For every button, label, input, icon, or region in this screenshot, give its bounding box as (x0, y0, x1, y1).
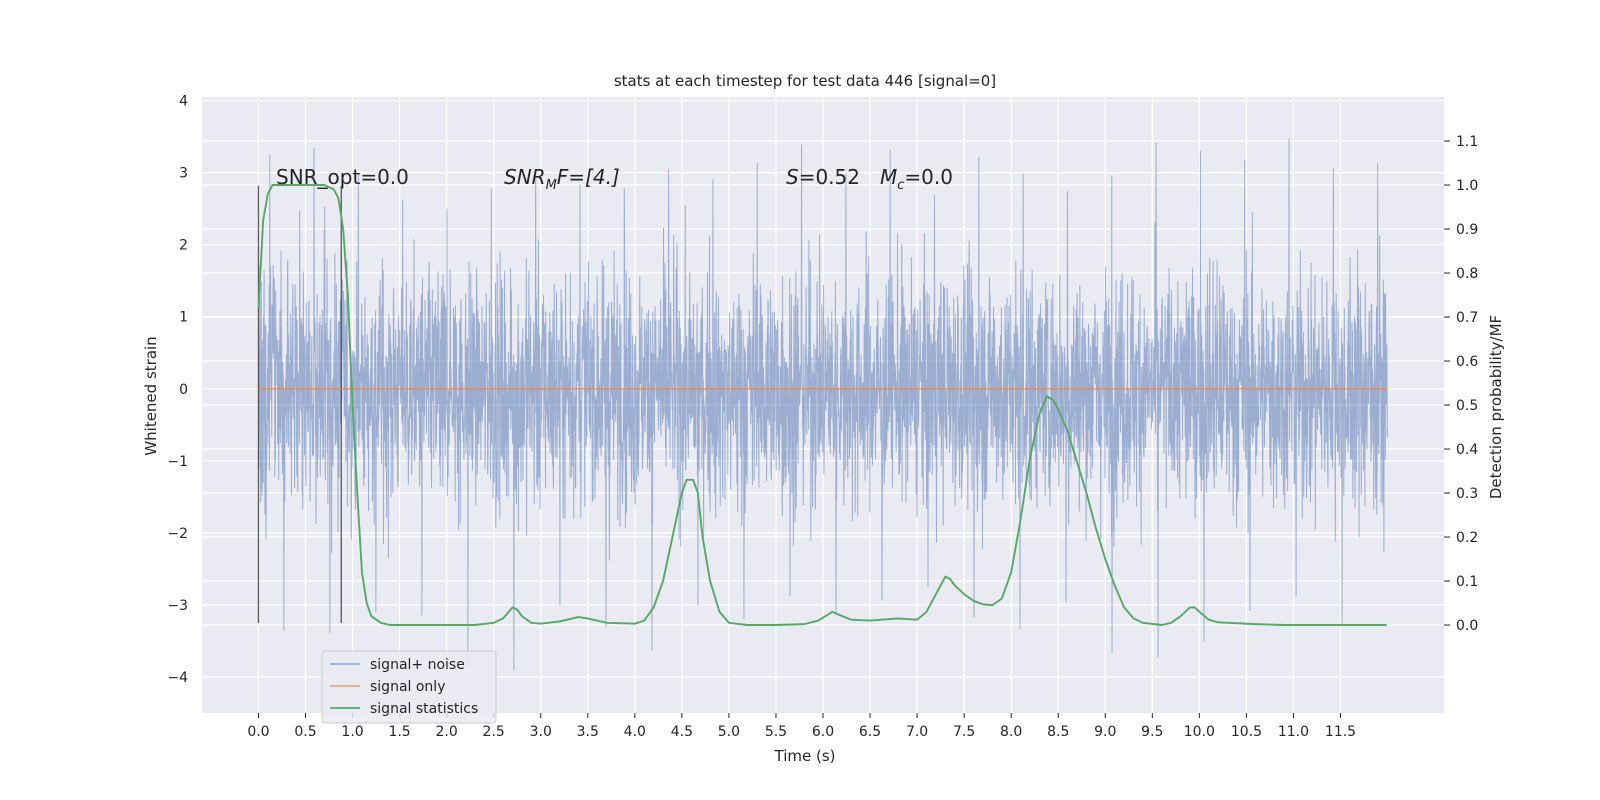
y-right-tick-label: 0.2 (1456, 530, 1478, 546)
x-tick-label: 4.0 (624, 724, 646, 740)
y-left-tick-label: −2 (167, 526, 188, 542)
y-right-axis-label: Detection probability/MF (1487, 315, 1505, 499)
y-right-tick-label: 0.7 (1456, 310, 1478, 326)
y-right-tick-label: 1.1 (1456, 134, 1478, 150)
y-right-tick-label: 0.5 (1456, 398, 1478, 414)
x-tick-label: 8.5 (1047, 724, 1069, 740)
signal-noise-line (257, 138, 1389, 671)
y-left-axis-ticks: −4 −3 −2 −1 0 1 2 3 4 (167, 94, 188, 686)
signal-statistics-line (257, 184, 1387, 626)
y-right-tick-label: 0.8 (1456, 266, 1478, 282)
x-tick-label: 9.5 (1141, 724, 1163, 740)
y-left-tick-label: 2 (179, 238, 188, 254)
y-left-axis-label: Whitened strain (142, 336, 160, 455)
y-right-tick-label: 0.1 (1456, 574, 1478, 590)
annotation-snr-opt: SNR_opt=0.0 (276, 165, 409, 189)
x-tick-label: 5.5 (765, 724, 787, 740)
y-left-tick-label: −3 (167, 598, 188, 614)
legend-label-signal-noise: signal+ noise (370, 657, 465, 673)
x-axis-label: Time (s) (774, 747, 836, 765)
y-right-tick-label: 0.0 (1456, 618, 1478, 634)
legend: signal+ noise signal only signal statist… (321, 650, 497, 724)
chart-title: stats at each timestep for test data 446… (614, 72, 996, 90)
x-tick-label: 7.0 (906, 724, 928, 740)
x-tick-label: 9.0 (1094, 724, 1116, 740)
x-tick-label: 0.0 (247, 724, 269, 740)
x-tick-label: 11.5 (1325, 724, 1356, 740)
annotation-mc: Mc=0.0 (880, 165, 953, 193)
series-signal-statistics (257, 184, 1387, 626)
series-signal-noise (257, 138, 1389, 671)
x-tick-label: 8.0 (1000, 724, 1022, 740)
annotation-snr-mf: SNRMF=[4.] (504, 165, 620, 193)
x-axis-ticks: 0.0 0.5 1.0 1.5 2.0 2.5 3.0 3.5 4.0 4.5 5.0 5.5 6.0 6… (247, 713, 1356, 740)
y-right-axis-ticks: 0.0 0.1 0.2 0.3 0.4 0.5 0.6 0.7 0.8 0.9 1.0 1.1 (1444, 134, 1478, 634)
y-right-tick-label: 0.3 (1456, 486, 1478, 502)
x-tick-label: 4.5 (671, 724, 693, 740)
y-left-tick-label: 0 (179, 382, 188, 398)
y-right-tick-label: 0.9 (1456, 222, 1478, 238)
x-tick-label: 10.0 (1184, 724, 1215, 740)
y-right-tick-label: 1.0 (1456, 178, 1478, 194)
x-tick-label: 7.5 (953, 724, 975, 740)
y-left-tick-label: −1 (167, 454, 188, 470)
y-right-tick-label: 0.6 (1456, 354, 1478, 370)
x-tick-label: 0.5 (294, 724, 316, 740)
annotation-s: S=0.52 (786, 165, 860, 189)
x-tick-label: 1.5 (388, 724, 410, 740)
legend-label-signal-statistics: signal statistics (370, 701, 478, 717)
x-tick-label: 6.0 (812, 724, 834, 740)
y-left-tick-label: −4 (167, 670, 188, 686)
x-tick-label: 3.5 (577, 724, 599, 740)
y-left-tick-label: 3 (179, 166, 188, 182)
y-left-tick-label: 4 (179, 94, 188, 110)
x-tick-label: 10.5 (1231, 724, 1262, 740)
x-tick-label: 3.0 (530, 724, 552, 740)
x-tick-label: 1.0 (341, 724, 363, 740)
x-tick-label: 2.5 (483, 724, 505, 740)
legend-label-signal-only: signal only (370, 679, 445, 695)
x-tick-label: 11.0 (1278, 724, 1309, 740)
x-tick-label: 2.0 (436, 724, 458, 740)
legend-box (321, 650, 497, 724)
window-markers (257, 185, 342, 623)
x-tick-label: 5.0 (718, 724, 740, 740)
y-left-tick-label: 1 (179, 310, 188, 326)
y-right-tick-label: 0.4 (1456, 442, 1478, 458)
x-tick-label: 6.5 (859, 724, 881, 740)
